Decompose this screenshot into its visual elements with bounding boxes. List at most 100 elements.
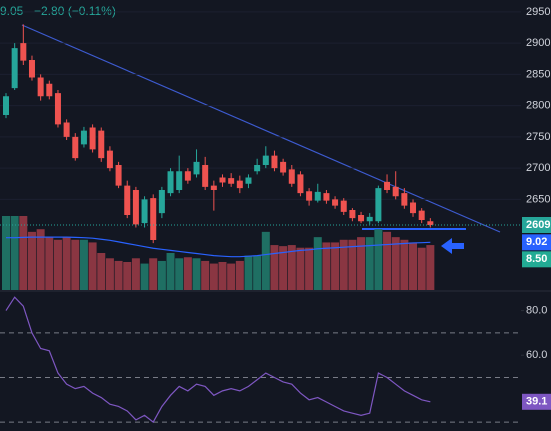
- volume-bar: [244, 255, 253, 290]
- volume-bar: [62, 237, 71, 290]
- candle-body: [158, 190, 165, 214]
- volume-bar: [417, 247, 426, 290]
- candle-body: [262, 155, 269, 165]
- rsi-line: [5, 296, 431, 423]
- volume-bar: [19, 216, 28, 290]
- candle-body: [46, 83, 53, 97]
- candle-body: [375, 188, 382, 222]
- candle-body: [202, 165, 209, 187]
- change: −2.80 (−0.11%): [34, 4, 116, 18]
- volume-bar: [235, 260, 244, 290]
- volume-bar: [339, 239, 348, 290]
- volume-bar: [149, 258, 158, 290]
- volume-bar: [79, 239, 88, 290]
- price-label-bg: [522, 393, 551, 410]
- volume-bar: [279, 246, 288, 290]
- volume-bar: [45, 237, 54, 290]
- y-tick-label: 2850: [526, 68, 550, 80]
- volume-bar: [27, 231, 36, 290]
- volume-bar: [305, 247, 314, 290]
- candle-body: [384, 181, 391, 190]
- candle-body: [297, 174, 304, 194]
- candle-body: [418, 210, 425, 220]
- candle-body: [176, 171, 183, 190]
- volume-bar: [201, 260, 210, 290]
- candle-body: [37, 77, 44, 97]
- volume-bar: [2, 216, 10, 290]
- candle-body: [80, 130, 87, 145]
- candle-body: [124, 185, 131, 215]
- candle-body: [106, 150, 113, 169]
- candle-body: [132, 190, 139, 225]
- candle-body: [410, 202, 417, 214]
- volume-bar: [322, 242, 331, 290]
- volume-bar: [71, 239, 80, 290]
- y-tick-label: 2800: [526, 100, 550, 112]
- volume-bar: [114, 260, 123, 290]
- candle-body: [167, 171, 174, 194]
- y-tick-label: 2950: [526, 6, 550, 18]
- candle-body: [245, 177, 252, 184]
- candle-body: [184, 171, 191, 181]
- candle-body: [271, 155, 278, 169]
- volume-bar: [365, 237, 374, 290]
- volume-bar: [88, 242, 97, 290]
- volume-bar: [36, 229, 45, 290]
- candle-body: [72, 136, 79, 159]
- y-tick-label: 2750: [526, 131, 550, 143]
- candle-body: [340, 200, 347, 212]
- candle-body: [349, 210, 356, 219]
- volume-bar: [10, 216, 19, 290]
- volume-bar: [357, 237, 366, 290]
- candle-body: [3, 96, 9, 115]
- volume-bar: [348, 239, 357, 290]
- candle-body: [219, 177, 226, 183]
- volume-bar: [105, 258, 114, 290]
- price-label-bg: [522, 251, 551, 268]
- volume-bar: [426, 245, 435, 290]
- volume-bar: [331, 242, 340, 290]
- volume-bar: [140, 263, 149, 290]
- volume-bar: [97, 253, 106, 290]
- candle-body: [141, 199, 148, 224]
- price-label-bg: [522, 217, 551, 233]
- arrow: [441, 238, 464, 254]
- volume-bar: [253, 255, 262, 290]
- candle-body: [20, 43, 27, 61]
- candle-body: [228, 178, 235, 184]
- candle-body: [150, 198, 157, 240]
- volume-bar: [53, 239, 62, 290]
- candle-body: [358, 215, 365, 222]
- candle-body: [254, 165, 261, 172]
- price-label: 9.02: [526, 236, 547, 248]
- volume-bar: [400, 239, 409, 290]
- y-tick-label: 80.0: [526, 305, 547, 317]
- candle-body: [210, 185, 217, 190]
- candle-body: [193, 161, 200, 175]
- volume-bar: [131, 258, 140, 290]
- volume-bar: [209, 263, 218, 290]
- price-label: 8.50: [526, 253, 547, 265]
- volume-bar: [391, 237, 400, 290]
- volume-bar: [383, 231, 392, 290]
- last-value: 9.05: [0, 4, 24, 18]
- volume-bar: [296, 247, 305, 290]
- volume-bar: [313, 237, 322, 290]
- candle-body: [323, 193, 330, 201]
- volume-bar: [157, 260, 166, 290]
- price-label: 2609: [526, 219, 550, 231]
- volume-bar: [270, 245, 279, 290]
- volume-bar: [409, 242, 418, 290]
- volume-bar: [183, 257, 192, 290]
- candle-body: [392, 186, 399, 197]
- candle-body: [366, 216, 373, 222]
- candle-body: [236, 180, 243, 189]
- volume-ma: [6, 236, 431, 258]
- candle-body: [54, 93, 61, 125]
- candle-body: [280, 161, 287, 173]
- candle-body: [98, 130, 105, 159]
- y-tick-label: 2900: [526, 37, 550, 49]
- y-tick-label: 60.0: [526, 349, 547, 361]
